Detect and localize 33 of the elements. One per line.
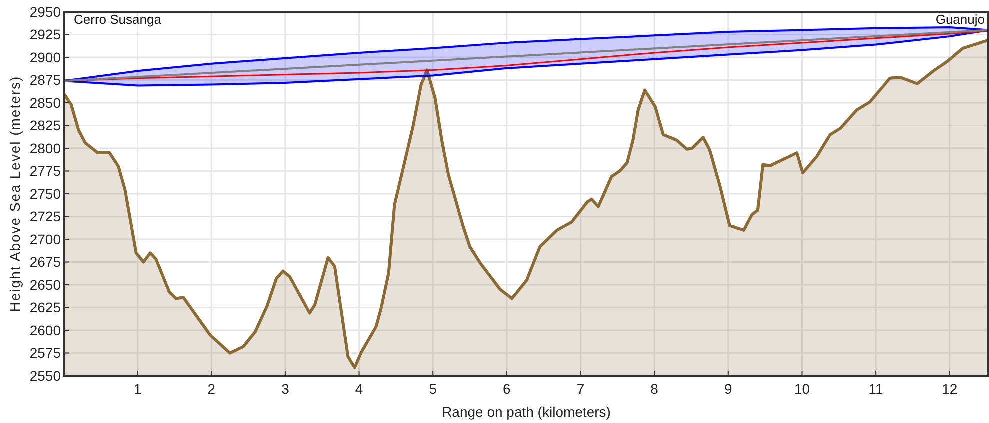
annotation: Guanujo	[936, 12, 985, 27]
y-tick-label: 2600	[30, 322, 62, 338]
y-tick-label: 2550	[30, 368, 62, 384]
x-tick-label: 4	[355, 381, 364, 397]
x-tick-label: 10	[794, 381, 810, 397]
y-tick-label: 2825	[30, 118, 62, 134]
y-tick-label: 2800	[30, 140, 62, 156]
y-tick-label: 2950	[30, 4, 62, 20]
y-tick-label: 2675	[30, 254, 62, 270]
y-tick-label: 2850	[30, 94, 62, 111]
x-tick-label: 5	[429, 381, 438, 397]
y-tick-label: 2900	[30, 49, 62, 66]
x-tick-label: 9	[724, 381, 733, 397]
y-tick-label: 2750	[30, 186, 62, 202]
y-tick-label: 2875	[30, 72, 62, 88]
y-tick-label: 2925	[30, 26, 62, 43]
x-tick-label: 1	[134, 381, 142, 397]
y-tick-label: 2625	[30, 300, 62, 316]
x-tick-label: 2	[208, 381, 216, 397]
y-tick-label: 2725	[30, 208, 62, 225]
x-tick-label: 6	[503, 381, 512, 397]
y-tick-label: 2575	[30, 345, 62, 362]
y-tick-label: 2775	[30, 163, 62, 180]
x-tick-label: 8	[650, 381, 659, 397]
y-tick-label: 2650	[30, 276, 62, 293]
y-tick-label: 2700	[30, 231, 62, 248]
x-tick-label: 3	[282, 381, 290, 397]
x-axis-title: Range on path (kilometers)	[442, 404, 611, 420]
x-tick-label: 7	[576, 381, 585, 397]
x-tick-label: 11	[868, 381, 884, 397]
y-axis-title: Height Above Sea Level (meters)	[7, 76, 23, 312]
x-tick-label: 12	[942, 381, 958, 397]
annotation: Cerro Susanga	[74, 12, 162, 27]
